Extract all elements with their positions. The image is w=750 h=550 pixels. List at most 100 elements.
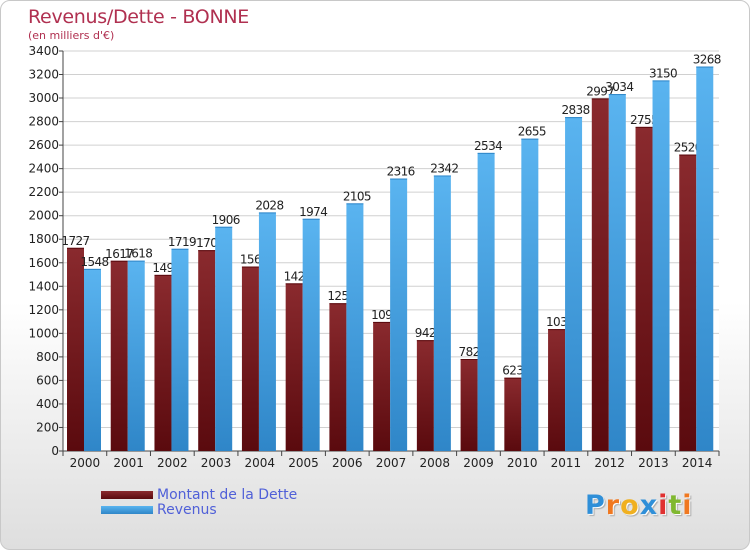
data-label-revenus: 2028: [255, 198, 283, 212]
data-label-dette: 142: [284, 269, 305, 283]
data-label-revenus: 2655: [518, 125, 546, 139]
y-tick-label: 1800: [28, 232, 59, 246]
x-tick-label: 2003: [201, 456, 232, 470]
data-label-revenus: 1906: [212, 213, 240, 227]
legend-label-dette: Montant de la Dette: [157, 486, 298, 503]
bar-dette: [110, 260, 128, 451]
legend-swatch-dette: [101, 490, 153, 499]
bar-dette: [241, 266, 259, 451]
y-tick-label: 2200: [28, 185, 59, 199]
bar-revenus: [84, 268, 101, 451]
data-label-revenus: 2316: [387, 165, 415, 179]
logo-letter: o: [620, 490, 640, 521]
logo-letter: P: [585, 490, 606, 521]
legend: Montant de la Dette Revenus: [101, 486, 298, 518]
bar-dette-top: [373, 321, 391, 323]
bar-dette-top: [548, 329, 566, 331]
bar-revenus: [258, 212, 276, 451]
legend-item-dette: Montant de la Dette: [101, 486, 298, 503]
logo-letter: x: [639, 490, 659, 521]
bar-dette: [504, 377, 522, 451]
bar-revenus-top: [258, 212, 276, 214]
y-tick-label: 3000: [28, 91, 59, 105]
data-label-revenus: 2342: [430, 161, 458, 175]
bar-revenus: [433, 175, 451, 451]
y-tick-label: 600: [36, 373, 59, 387]
bar-dette-top: [416, 340, 434, 342]
bar-revenus: [127, 260, 145, 451]
bar-revenus: [696, 66, 714, 451]
bar-revenus-top: [127, 260, 145, 262]
x-tick-label: 2006: [332, 456, 363, 470]
data-label-dette: 623: [502, 364, 523, 378]
data-label-revenus: 1974: [299, 205, 327, 219]
x-tick-label: 2008: [419, 456, 450, 470]
x-tick-label: 2011: [551, 456, 582, 470]
x-tick-label: 2013: [638, 456, 669, 470]
data-label-revenus: 2105: [343, 189, 371, 203]
x-tick-label: 2005: [288, 456, 319, 470]
y-tick-label: 800: [36, 350, 59, 364]
x-tick-label: 2010: [507, 456, 538, 470]
y-tick-label: 2000: [28, 209, 59, 223]
bar-revenus: [477, 152, 495, 451]
data-label-dette: 125: [327, 289, 348, 303]
bar-revenus-top: [215, 226, 233, 228]
bar-dette-top: [504, 377, 522, 379]
logo-letter: i: [658, 490, 669, 521]
y-tick-label: 2400: [28, 162, 59, 176]
data-label-revenus: 1719: [168, 235, 196, 249]
bar-dette: [329, 303, 347, 451]
bar-revenus-top: [652, 80, 670, 82]
legend-swatch-revenus: [101, 505, 153, 514]
legend-label-revenus: Revenus: [157, 501, 217, 518]
bar-dette: [373, 321, 391, 451]
bar-dette: [548, 329, 566, 451]
bar-revenus-top: [521, 138, 539, 140]
proxiti-logo: Proxiti: [585, 490, 693, 521]
x-tick-label: 2007: [376, 456, 407, 470]
data-label-dette: 156: [240, 253, 261, 267]
bar-dette: [679, 154, 697, 451]
y-tick-label: 0: [51, 444, 59, 458]
bar-dette: [154, 274, 172, 451]
bar-revenus: [652, 80, 670, 451]
bar-dette: [416, 340, 434, 451]
bar-dette-top: [635, 126, 653, 128]
x-tick-label: 2000: [70, 456, 101, 470]
data-label-revenus: 3268: [693, 53, 721, 67]
bar-revenus: [608, 94, 626, 451]
y-tick-label: 1200: [28, 303, 59, 317]
bar-dette-top: [241, 266, 259, 268]
data-label-revenus: 1618: [124, 247, 152, 261]
x-tick-label: 2002: [157, 456, 188, 470]
y-tick-label: 1400: [28, 279, 59, 293]
y-tick-label: 400: [36, 397, 59, 411]
x-tick-label: 2012: [594, 456, 625, 470]
bar-revenus-top: [608, 94, 626, 96]
bar-dette-top: [329, 303, 347, 305]
data-label-dette: 2997: [586, 84, 614, 98]
x-tick-label: 2014: [682, 456, 713, 470]
bar-revenus: [346, 203, 364, 451]
y-tick-label: 3400: [28, 44, 59, 58]
data-label-dette: 782: [459, 345, 480, 359]
y-tick-label: 2600: [28, 138, 59, 152]
bar-revenus-top: [565, 117, 583, 119]
logo-letter: i: [682, 490, 693, 521]
y-tick-label: 2800: [28, 115, 59, 129]
bar-revenus-top: [84, 268, 101, 270]
bar-dette-top: [285, 283, 303, 285]
bar-dette-top: [679, 154, 697, 156]
bar-dette: [591, 98, 609, 451]
data-label-dette: 942: [415, 326, 436, 340]
bar-revenus-top: [477, 152, 495, 154]
logo-letter: r: [605, 490, 621, 521]
bar-dette: [285, 283, 303, 451]
bar-revenus-top: [433, 175, 451, 177]
bar-dette-top: [154, 274, 172, 276]
bar-revenus-top: [346, 203, 364, 205]
bar-dette-top: [67, 247, 84, 249]
data-label-revenus: 2838: [561, 103, 589, 117]
bar-revenus: [215, 226, 233, 451]
